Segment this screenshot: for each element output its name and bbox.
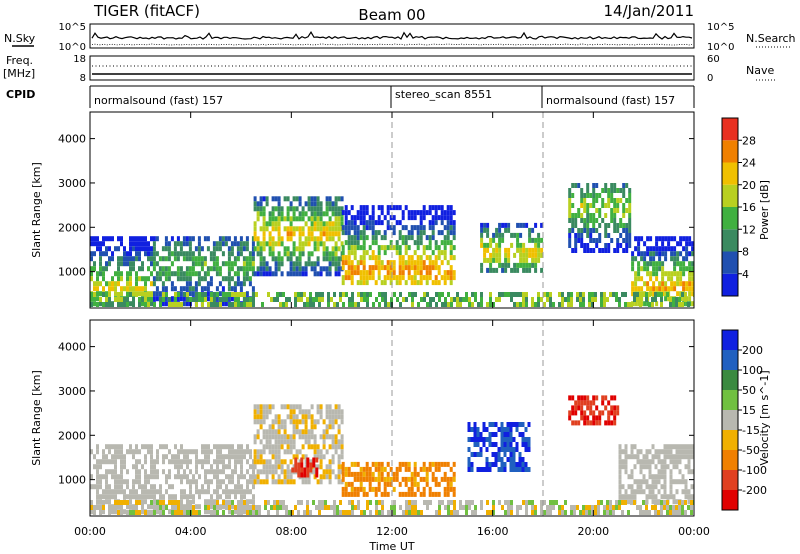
velocity-colorbar-swatch bbox=[722, 470, 738, 490]
y-tick-label: 4000 bbox=[58, 341, 86, 354]
power-echo-region bbox=[341, 205, 456, 286]
y-tick-label: 3000 bbox=[58, 177, 86, 190]
time-tick-label: 12:00 bbox=[376, 525, 408, 538]
nsky-tick-bottom: 10^0 bbox=[59, 42, 86, 53]
cpid-segment-2: stereo_scan 8551 bbox=[395, 88, 492, 101]
freq-tick-bottom: 8 bbox=[80, 73, 86, 84]
power-ground-scatter bbox=[90, 292, 694, 307]
power-colorbar-tick: 16 bbox=[742, 201, 756, 214]
time-tick-label: 00:00 bbox=[678, 525, 710, 538]
velocity-colorbar-swatch bbox=[722, 330, 738, 350]
freq-label: Freq. bbox=[6, 54, 33, 67]
power-colorbar-label: Power [dB] bbox=[758, 180, 771, 240]
velocity-colorbar-tick: -15 bbox=[742, 424, 760, 437]
power-panel: 1000 2000 3000 4000 Slant Range [km] bbox=[30, 111, 695, 309]
y-tick-label: 1000 bbox=[58, 474, 86, 487]
y-tick-label: 2000 bbox=[58, 221, 86, 234]
velocity-colorbar-swatch bbox=[722, 430, 738, 450]
y-tick-label: 3000 bbox=[58, 385, 86, 398]
radar-title: TIGER (fitACF) bbox=[93, 2, 200, 20]
velocity-ylabel: Slant Range [km] bbox=[30, 370, 43, 466]
date-title: 14/Jan/2011 bbox=[604, 2, 695, 20]
power-colorbar-tick: 4 bbox=[742, 268, 749, 281]
y-tick-label: 4000 bbox=[58, 133, 86, 146]
power-colorbar-swatch bbox=[722, 162, 738, 185]
power-echo-region bbox=[90, 236, 153, 307]
y-tick-label: 2000 bbox=[58, 429, 86, 442]
power-echo-region bbox=[631, 236, 694, 307]
velocity-ground-scatter bbox=[90, 500, 694, 515]
velocity-colorbar-tick: 100 bbox=[742, 364, 763, 377]
time-tick-label: 16:00 bbox=[477, 525, 509, 538]
power-echo-region bbox=[480, 222, 544, 273]
power-colorbar-swatch bbox=[722, 229, 738, 252]
nsky-tick-top: 10^5 bbox=[59, 22, 86, 33]
time-tick-label: 00:00 bbox=[74, 525, 106, 538]
velocity-colorbar: 200 100 50 15 -15 -50 -100 -200 Velocity [m s^-… bbox=[721, 329, 771, 511]
velocity-colorbar-label: Velocity [m s^-1] bbox=[758, 370, 771, 465]
power-colorbar-tick: 20 bbox=[742, 179, 756, 192]
velocity-colorbar-swatch bbox=[722, 390, 738, 410]
velocity-echo-region bbox=[253, 404, 344, 485]
velocity-colorbar-tick: -50 bbox=[742, 444, 760, 457]
freq-unit: [MHz] bbox=[3, 67, 35, 80]
time-axis-label: Time UT bbox=[368, 540, 414, 553]
cpid-panel: CPID normalsound (fast) 157 stereo_scan … bbox=[6, 85, 695, 108]
cpid-segment-3: normalsound (fast) 157 bbox=[546, 94, 675, 107]
power-echo-region bbox=[568, 183, 632, 253]
noise-panel: N.Sky 10^5 10^0 10^5 10^0 N.Search bbox=[4, 22, 796, 53]
velocity-echo-region bbox=[618, 444, 694, 505]
velocity-echo-region bbox=[568, 395, 620, 426]
nsearch-label: N.Search bbox=[746, 32, 796, 45]
velocity-colorbar-tick: 200 bbox=[742, 344, 763, 357]
power-colorbar-swatch bbox=[722, 273, 738, 296]
velocity-echo-region bbox=[291, 457, 319, 478]
velocity-echo-region bbox=[341, 461, 456, 497]
power-colorbar-tick: 28 bbox=[742, 134, 756, 147]
nave-label: Nave bbox=[746, 64, 774, 77]
cpid-label: CPID bbox=[6, 88, 35, 101]
velocity-colorbar-swatch bbox=[722, 350, 738, 370]
time-tick-label: 20:00 bbox=[577, 525, 609, 538]
beam-title: Beam 00 bbox=[358, 6, 425, 24]
velocity-panel: 1000 2000 3000 4000 Slant Range [km] bbox=[30, 319, 695, 517]
velocity-colorbar-tick: 50 bbox=[742, 384, 756, 397]
velocity-colorbar-swatch bbox=[722, 450, 738, 470]
nsky-label: N.Sky bbox=[4, 32, 36, 45]
velocity-echo-region bbox=[467, 422, 531, 472]
nave-tick-top: 60 bbox=[707, 54, 720, 65]
nave-tick-bottom: 0 bbox=[707, 73, 713, 84]
time-tick-label: 08:00 bbox=[275, 525, 307, 538]
noise-search-trace bbox=[91, 43, 693, 46]
cpid-segment-1: normalsound (fast) 157 bbox=[94, 94, 223, 107]
noise-sky-trace bbox=[91, 31, 693, 40]
power-colorbar-swatch bbox=[722, 118, 738, 141]
power-ylabel: Slant Range [km] bbox=[30, 162, 43, 258]
velocity-colorbar-tick: 15 bbox=[742, 404, 756, 417]
power-colorbar-swatch bbox=[722, 184, 738, 207]
nsearch-tick-top: 10^5 bbox=[707, 22, 734, 33]
power-colorbar-tick: 8 bbox=[742, 246, 749, 259]
time-tick-label: 04:00 bbox=[175, 525, 207, 538]
velocity-colorbar-swatch bbox=[722, 370, 738, 390]
frequency-panel: Freq. [MHz] 18 8 60 0 Nave bbox=[3, 54, 776, 84]
power-colorbar-swatch bbox=[722, 140, 738, 163]
y-tick-label: 1000 bbox=[58, 266, 86, 279]
power-colorbar-swatch bbox=[722, 251, 738, 274]
velocity-colorbar-swatch bbox=[722, 410, 738, 430]
power-colorbar-swatch bbox=[722, 207, 738, 230]
velocity-colorbar-tick: -200 bbox=[742, 484, 767, 497]
power-colorbar: 4 8 12 16 20 24 28 Power [dB] bbox=[721, 117, 771, 297]
nsearch-tick-bottom: 10^0 bbox=[707, 42, 734, 53]
velocity-colorbar-tick: -100 bbox=[742, 464, 767, 477]
freq-tick-top: 18 bbox=[73, 54, 86, 65]
power-echo-region bbox=[253, 196, 344, 277]
velocity-colorbar-swatch bbox=[722, 490, 738, 510]
power-colorbar-tick: 12 bbox=[742, 223, 756, 236]
power-colorbar-tick: 24 bbox=[742, 157, 756, 170]
